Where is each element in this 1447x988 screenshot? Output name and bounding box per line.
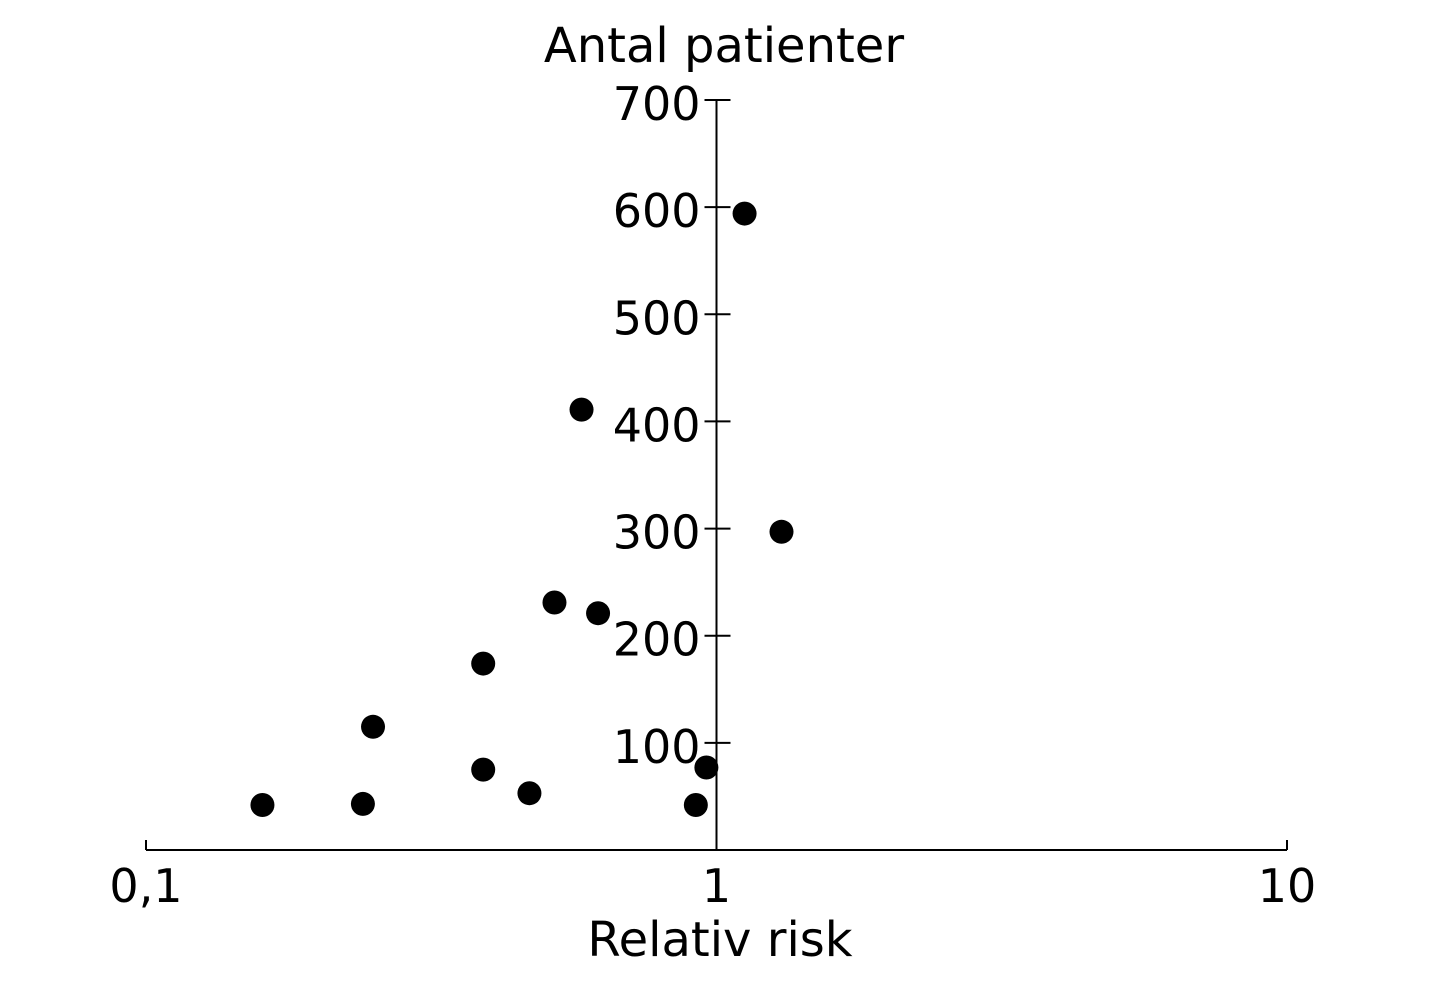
y-tick-label: 500 — [613, 291, 701, 345]
data-point — [350, 791, 375, 816]
y-tick-label: 100 — [613, 720, 701, 774]
data-points — [250, 201, 794, 817]
data-point — [569, 397, 594, 422]
data-point — [250, 793, 275, 817]
data-point — [517, 781, 542, 806]
y-tick-label: 700 — [613, 77, 701, 131]
data-point — [732, 201, 757, 226]
axes — [146, 100, 1287, 851]
y-tick-label: 600 — [613, 184, 701, 238]
data-point — [361, 714, 386, 739]
y-tick-label: 400 — [613, 398, 701, 452]
data-point — [471, 757, 496, 782]
x-tick-label: 10 — [1258, 859, 1317, 913]
data-point — [542, 590, 567, 615]
data-point — [471, 651, 496, 676]
data-point — [586, 601, 611, 626]
data-point — [769, 519, 794, 544]
x-tick-label: 1 — [702, 859, 731, 913]
y-axis-title: Antal patienter — [544, 18, 904, 74]
x-axis-title: Relativ risk — [587, 912, 852, 968]
y-tick-label: 200 — [613, 613, 701, 667]
x-axis-ticks: 0,1 1 10 — [109, 840, 1316, 913]
x-tick-label: 0,1 — [109, 859, 182, 913]
y-axis-ticks: 100 200 300 400 500 600 700 — [613, 77, 731, 774]
data-point — [694, 755, 719, 780]
y-tick-label: 300 — [613, 506, 701, 560]
data-point — [683, 793, 708, 817]
